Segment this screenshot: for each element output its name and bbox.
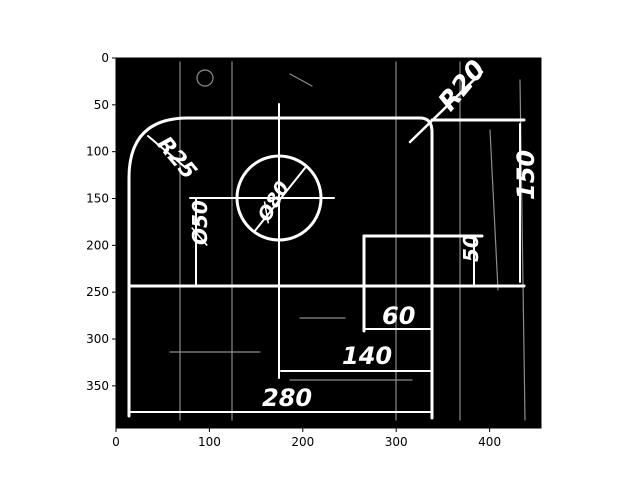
label-50: 50 [459,234,483,262]
axes-frame [115,57,542,429]
x-tick-label: 0 [112,435,120,449]
x-tick-label: 100 [198,435,221,449]
x-tick-label: 400 [478,435,501,449]
y-tick-label: 50 [94,98,109,112]
label-dia50: Ø50 [188,200,212,246]
y-tick-label: 0 [101,51,109,65]
label-60: 60 [382,302,415,330]
part-outline [127,116,434,288]
x-tick-label: 200 [291,435,314,449]
r25-leader [147,135,187,169]
y-tick-label: 350 [86,379,109,393]
y-tick-label: 200 [86,238,109,252]
y-tick-label: 250 [86,285,109,299]
label-150: 150 [512,150,540,200]
y-axis: 0 50 100 150 200 250 300 350 [86,51,116,393]
label-280: 280 [262,384,312,412]
hole-diameter-leader [253,167,306,233]
y-tick-label: 300 [86,332,109,346]
y-tick-label: 100 [86,145,109,159]
y-tick-label: 150 [86,192,109,206]
engineering-drawing [127,61,526,421]
label-140: 140 [342,342,392,370]
r20-leader [408,70,484,144]
x-axis: 0 100 200 300 400 [112,428,501,449]
x-tick-label: 300 [385,435,408,449]
